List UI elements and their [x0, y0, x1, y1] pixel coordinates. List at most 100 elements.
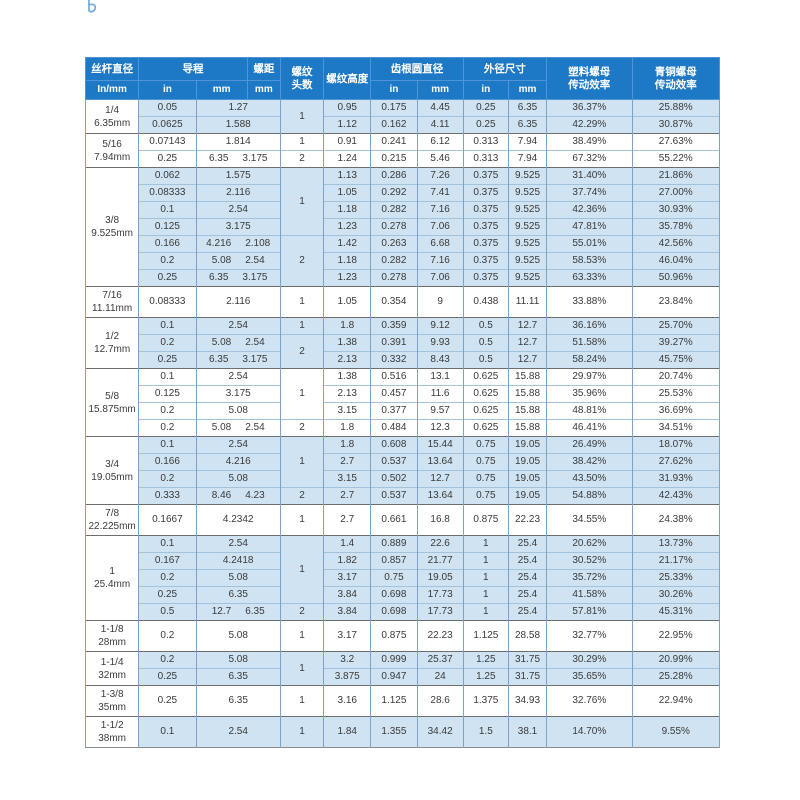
plastic-nut-efficiency-cell: 42.29% [546, 116, 633, 134]
root-diameter-mm-cell: 9.57 [416, 402, 464, 420]
screw-diameter-mm: 12.7mm [94, 344, 131, 355]
table-row: 0.08333 2.116 1.05 0.292 7.41 0.375 9.525 37.74… [86, 184, 720, 202]
screw-diameter-mm: 28mm [98, 637, 127, 648]
lead-pitch-mm-cell: 6.35 [195, 685, 281, 717]
root-diameter-mm-cell: 15.44 [416, 436, 464, 454]
outer-diameter-mm-cell: 9.525 [507, 218, 548, 236]
root-diameter-mm-cell: 7.06 [416, 269, 464, 287]
outer-diameter-mm-cell: 12.7 [507, 334, 548, 352]
lead-pitch-mm-cell: 8.46 4.23 [195, 487, 281, 505]
plastic-nut-efficiency-cell: 35.96% [546, 385, 633, 403]
plastic-nut-efficiency-cell: 58.53% [546, 252, 633, 270]
screw-diameter-mm: 25.4mm [94, 579, 131, 590]
lead-in-cell: 0.08333 [138, 286, 197, 318]
thread-starts-cell: 1 [279, 317, 325, 335]
lead-pitch-value: 3.175 [242, 272, 268, 283]
bronze-nut-efficiency-cell: 25.88% [631, 99, 720, 117]
outer-diameter-in-cell: 0.313 [462, 133, 509, 151]
plastic-nut-efficiency-cell: 42.36% [546, 201, 633, 219]
thread-height-cell: 3.84 [323, 603, 372, 621]
root-diameter-mm-cell: 7.41 [416, 184, 464, 202]
bronze-nut-efficiency-cell: 34.51% [631, 419, 720, 437]
bronze-nut-efficiency-cell: 35.78% [631, 218, 720, 236]
outer-diameter-in-cell: 0.875 [462, 504, 509, 536]
thread-height-cell: 1.05 [323, 286, 372, 318]
outer-diameter-in-cell: 1 [462, 603, 509, 621]
screw-diameter-mm: 22.225mm [88, 521, 136, 532]
table-row: 0.25 6.35 3.175 2.13 0.332 8.43 0.5 12.7 58.24% 4… [86, 351, 720, 369]
root-diameter-in-cell: 0.377 [370, 402, 418, 420]
root-diameter-mm-cell: 9.12 [416, 317, 464, 335]
lead-pitch-value: 5.08 [228, 473, 248, 484]
root-diameter-mm-cell: 19.05 [416, 569, 464, 587]
lead-in-cell: 0.25 [138, 668, 197, 686]
table-row: 1-1/4 32mm 0.2 5.08 1 3.2 0.999 25.37 1.25 31.75 3… [84, 651, 720, 686]
lead-in-cell: 0.1 [138, 535, 197, 553]
outer-diameter-in-cell: 1 [462, 535, 509, 553]
bronze-nut-efficiency-cell: 24.38% [631, 504, 720, 536]
outer-diameter-in-cell: 0.375 [462, 184, 509, 202]
root-diameter-mm-cell: 28.6 [416, 685, 464, 717]
root-diameter-in-cell: 0.263 [370, 235, 418, 253]
outer-diameter-mm-cell: 7.94 [507, 150, 548, 168]
lead-in-cell: 0.167 [138, 552, 197, 570]
thread-height-cell: 0.91 [323, 133, 372, 151]
outer-diameter-in-cell: 1.25 [462, 651, 509, 669]
lead-in-cell: 0.2 [138, 620, 197, 652]
screw-diameter-cell: 3/8 9.525mm [84, 167, 140, 287]
table-row: 1 25.4mm 0.1 2.54 1 1.4 0.889 22.6 1 25.4 20.62% 13… [84, 535, 720, 621]
root-diameter-in-cell: 0.286 [370, 167, 418, 185]
root-diameter-in-cell: 0.175 [370, 99, 418, 117]
outer-diameter-mm-cell: 15.88 [507, 402, 548, 420]
lead-pitch-value: 1.588 [225, 119, 251, 130]
bronze-nut-efficiency-cell: 45.75% [631, 351, 720, 369]
lead-in-cell: 0.125 [138, 385, 197, 403]
table-row: 1-3/8 35mm 0.25 6.35 1 3.16 1.125 28.6 1.375 34.9… [84, 685, 720, 717]
screw-diameter-inch: 7/16 [102, 290, 122, 301]
outer-diameter-mm-cell: 7.94 [507, 133, 548, 151]
thread-height-cell: 1.8 [323, 436, 372, 454]
lead-pitch-mm-cell: 2.54 [195, 201, 281, 219]
outer-diameter-in-cell: 0.375 [462, 252, 509, 270]
plastic-nut-efficiency-cell: 58.24% [546, 351, 633, 369]
lead-pitch-value: 4.2342 [222, 514, 254, 525]
outer-diameter-mm-cell: 9.525 [507, 269, 548, 287]
lead-pitch-value: 2.116 [226, 296, 251, 307]
header-thread-height: 螺纹高度 [323, 57, 372, 100]
thread-height-cell: 3.84 [323, 586, 372, 604]
plastic-nut-efficiency-cell: 32.76% [546, 685, 633, 717]
thread-starts-cell: 1 [279, 535, 325, 604]
outer-diameter-in-cell: 1 [462, 569, 509, 587]
root-diameter-mm-cell: 6.12 [416, 133, 464, 151]
root-diameter-mm-cell: 13.1 [416, 368, 464, 386]
bronze-nut-efficiency-cell: 20.74% [631, 368, 720, 386]
root-diameter-in-cell: 0.278 [370, 218, 418, 236]
table-row: 3/4 19.05mm 0.1 2.54 1 1.8 0.608 15.44 0.75 19.05… [84, 436, 720, 505]
lead-screw-spec-table: 丝杆直径 导程 螺距 螺纹 头数 螺纹高度 齿根圆直径 外径尺寸 塑料螺母 传动效率… [84, 57, 720, 748]
outer-diameter-in-cell: 0.375 [462, 269, 509, 287]
bronze-nut-efficiency-cell: 42.43% [631, 487, 720, 505]
root-diameter-in-cell: 0.391 [370, 334, 418, 352]
thread-height-cell: 3.2 [323, 651, 372, 669]
table-row: 0.166 4.216 2.108 2 1.42 0.263 6.68 0.375 9.525 5… [86, 235, 720, 287]
screw-diameter-cell: 7/16 11.11mm [84, 286, 140, 318]
lead-pitch-value: 6.35 [208, 354, 229, 365]
bronze-nut-efficiency-cell: 46.04% [631, 252, 720, 270]
root-diameter-mm-cell: 9 [416, 286, 464, 318]
lead-pitch-mm-cell: 2.116 [195, 286, 281, 318]
thread-height-cell: 1.05 [323, 184, 372, 202]
bronze-nut-efficiency-cell: 20.99% [631, 651, 720, 669]
lead-in-cell: 0.1 [138, 201, 197, 219]
screw-diameter-cell: 1 25.4mm [84, 535, 140, 621]
plastic-nut-efficiency-cell: 14.70% [546, 716, 633, 748]
lead-pitch-value: 3.175 [225, 221, 251, 232]
plastic-nut-efficiency-cell: 43.50% [546, 470, 633, 488]
bronze-nut-efficiency-cell: 55.22% [631, 150, 720, 168]
table-row: 0.2 5.08 3.15 0.377 9.57 0.625 15.88 48.81% 36.6… [86, 402, 720, 420]
bronze-nut-efficiency-cell: 18.07% [631, 436, 720, 454]
screw-diameter-inch: 5/16 [102, 138, 122, 150]
thread-height-cell: 2.7 [323, 453, 372, 471]
outer-diameter-mm-cell: 19.05 [507, 436, 548, 454]
root-diameter-mm-cell: 5.46 [416, 150, 464, 168]
lead-pitch-value: 5.08 [211, 422, 232, 433]
